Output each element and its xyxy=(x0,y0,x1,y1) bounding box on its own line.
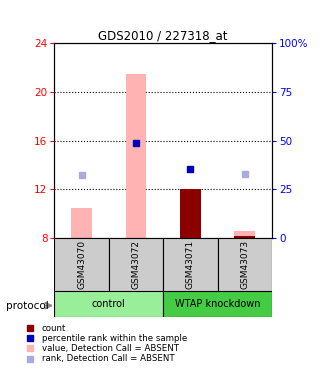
Bar xyxy=(54,238,109,291)
Bar xyxy=(180,236,201,238)
Bar xyxy=(218,238,272,291)
Bar xyxy=(54,291,163,317)
Bar xyxy=(163,238,218,291)
Text: WTAP knockdown: WTAP knockdown xyxy=(175,299,260,309)
Text: count: count xyxy=(42,324,66,333)
Text: value, Detection Call = ABSENT: value, Detection Call = ABSENT xyxy=(42,344,179,353)
Bar xyxy=(235,236,255,238)
Text: GSM43071: GSM43071 xyxy=(186,240,195,289)
Bar xyxy=(126,74,146,238)
Bar xyxy=(71,208,92,238)
Text: protocol: protocol xyxy=(6,301,49,310)
Text: percentile rank within the sample: percentile rank within the sample xyxy=(42,334,187,343)
Text: GSM43073: GSM43073 xyxy=(240,240,249,289)
Text: GSM43070: GSM43070 xyxy=(77,240,86,289)
Bar xyxy=(163,291,272,317)
Text: rank, Detection Call = ABSENT: rank, Detection Call = ABSENT xyxy=(42,354,174,363)
Text: GSM43072: GSM43072 xyxy=(132,240,140,289)
Title: GDS2010 / 227318_at: GDS2010 / 227318_at xyxy=(99,29,228,42)
Bar xyxy=(180,189,201,238)
Bar xyxy=(235,231,255,238)
Text: control: control xyxy=(92,299,126,309)
Bar xyxy=(109,238,163,291)
